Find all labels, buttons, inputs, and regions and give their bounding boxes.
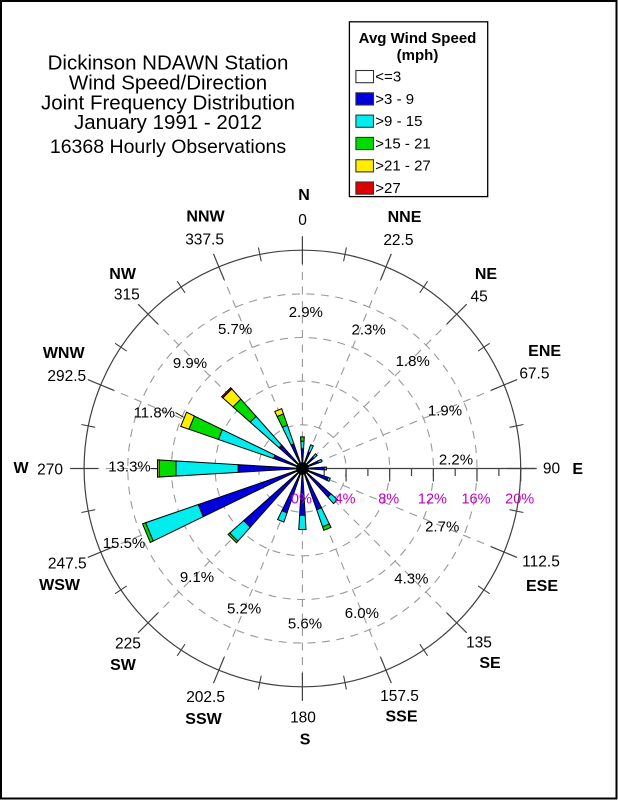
svg-text:9.1%: 9.1% (180, 569, 214, 586)
svg-text:Joint Frequency Distribution: Joint Frequency Distribution (41, 91, 295, 114)
svg-text:E: E (572, 461, 583, 478)
svg-text:ESE: ESE (526, 578, 558, 595)
svg-text:13.3%: 13.3% (108, 458, 151, 475)
svg-text:8%: 8% (378, 492, 399, 508)
svg-text:>21 - 27: >21 - 27 (375, 158, 430, 175)
svg-text:16368 Hourly Observations: 16368 Hourly Observations (50, 136, 287, 158)
svg-text:>9 - 15: >9 - 15 (375, 113, 422, 130)
svg-text:67.5: 67.5 (519, 366, 549, 383)
svg-text:2.7%: 2.7% (425, 519, 459, 536)
svg-text:292.5: 292.5 (47, 368, 86, 385)
svg-text:>15 - 21: >15 - 21 (375, 135, 430, 152)
svg-text:4%: 4% (335, 492, 356, 508)
svg-text:157.5: 157.5 (380, 688, 419, 705)
svg-text:N: N (298, 187, 310, 204)
svg-text:January 1991 - 2012: January 1991 - 2012 (74, 111, 262, 134)
svg-text:112.5: 112.5 (522, 554, 560, 571)
svg-text:180: 180 (290, 710, 316, 727)
svg-text:>3 - 9: >3 - 9 (375, 91, 414, 108)
svg-text:NE: NE (475, 266, 498, 283)
svg-text:ENE: ENE (528, 343, 561, 360)
svg-text:337.5: 337.5 (185, 231, 224, 248)
svg-text:NW: NW (109, 266, 137, 283)
svg-text:9.9%: 9.9% (173, 355, 207, 372)
svg-text:SSW: SSW (185, 711, 222, 728)
svg-text:2.3%: 2.3% (351, 321, 385, 338)
svg-text:1.9%: 1.9% (428, 402, 462, 419)
svg-text:WNW: WNW (43, 345, 86, 362)
svg-text:5.2%: 5.2% (227, 601, 261, 618)
svg-text:16%: 16% (461, 492, 490, 508)
svg-text:135: 135 (466, 635, 492, 652)
svg-text:2.9%: 2.9% (289, 304, 323, 321)
svg-text:247.5: 247.5 (48, 555, 87, 572)
svg-text:WSW: WSW (39, 577, 81, 594)
svg-text:SE: SE (479, 655, 501, 672)
svg-text:45: 45 (470, 289, 487, 306)
svg-text:SSE: SSE (385, 709, 417, 726)
svg-text:5.7%: 5.7% (218, 321, 252, 338)
svg-text:20%: 20% (505, 492, 534, 508)
svg-text:W: W (14, 460, 30, 477)
svg-text:270: 270 (37, 461, 63, 478)
svg-text:90: 90 (543, 461, 561, 478)
svg-text:4.3%: 4.3% (394, 570, 428, 587)
svg-text:>27: >27 (375, 180, 400, 197)
svg-text:0%: 0% (291, 492, 312, 508)
svg-text:Wind Speed/Direction: Wind Speed/Direction (69, 71, 267, 94)
svg-text:12%: 12% (418, 492, 447, 508)
svg-text:22.5: 22.5 (383, 232, 413, 249)
svg-text:(mph): (mph) (397, 47, 439, 64)
svg-text:NNW: NNW (186, 209, 225, 226)
svg-text:SW: SW (110, 657, 137, 674)
svg-text:NNE: NNE (388, 209, 422, 226)
svg-text:315: 315 (114, 287, 140, 304)
svg-text:225: 225 (115, 636, 141, 653)
svg-text:202.5: 202.5 (186, 689, 225, 706)
svg-text:11.8%: 11.8% (134, 405, 175, 422)
svg-text:15.5%: 15.5% (103, 535, 146, 552)
svg-text:0: 0 (298, 212, 307, 229)
svg-text:S: S (300, 731, 311, 748)
svg-text:<=3: <=3 (375, 69, 401, 86)
svg-text:6.0%: 6.0% (345, 605, 379, 622)
svg-text:2.2%: 2.2% (439, 451, 473, 468)
svg-text:1.8%: 1.8% (396, 353, 430, 370)
svg-text:Avg Wind Speed: Avg Wind Speed (359, 30, 477, 47)
svg-text:Dickinson NDAWN Station: Dickinson NDAWN Station (48, 52, 289, 75)
svg-text:5.6%: 5.6% (288, 615, 322, 632)
